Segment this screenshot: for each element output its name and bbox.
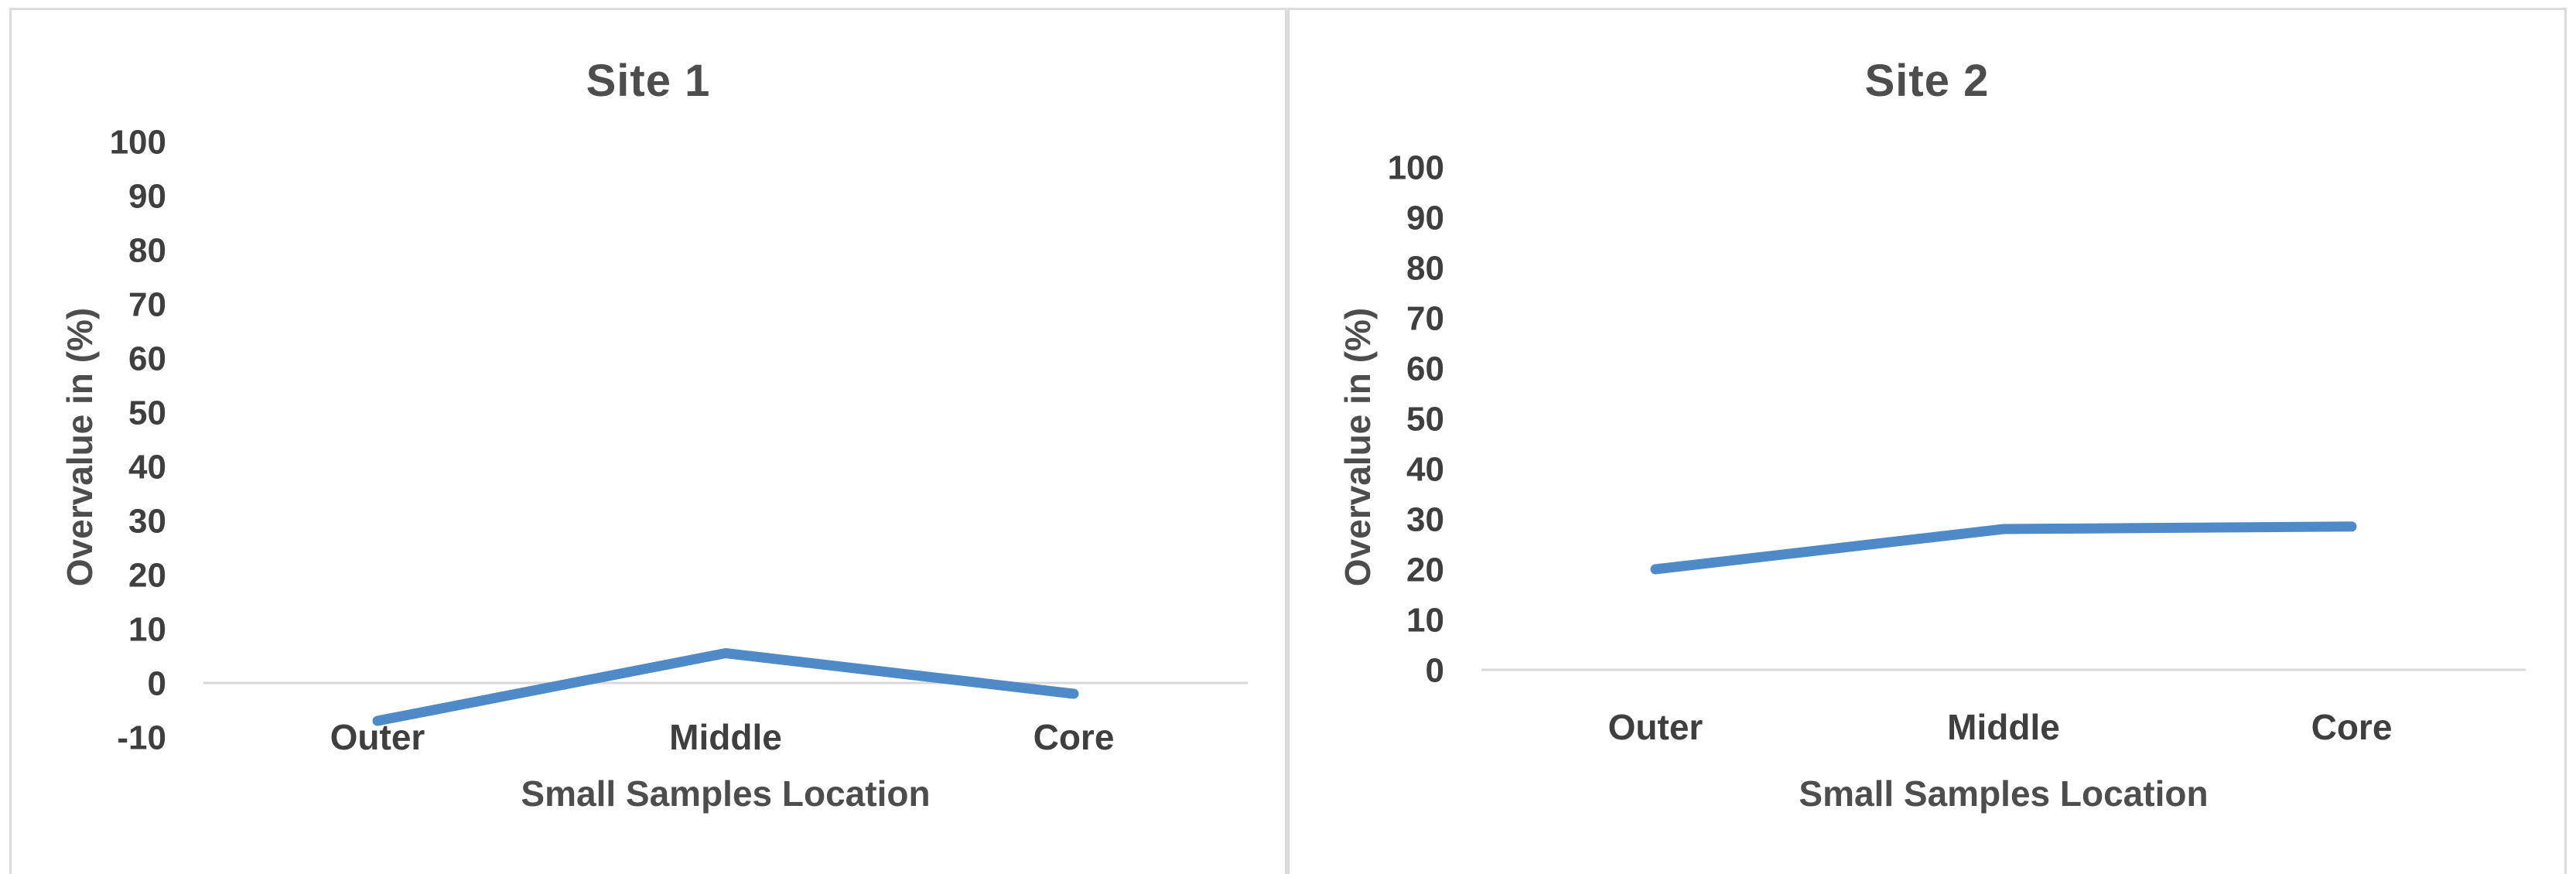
y-axis-tick-label: 30 — [128, 503, 166, 541]
site1-line-chart: -10 0 10 20 30 40 50 60 70 80 90 100 Outer Middle Core — [110, 124, 1248, 757]
category-label: Outer — [1608, 707, 1703, 747]
x-axis-title: Small Samples Location — [1799, 773, 2209, 814]
y-axis-tick-label: 90 — [1406, 200, 1444, 237]
category-label: Core — [1033, 717, 1115, 757]
category-label: Middle — [1947, 707, 2060, 747]
category-label: Core — [2311, 707, 2393, 747]
y-axis-tick-label: 0 — [148, 665, 166, 703]
data-series-line — [1650, 521, 2357, 575]
y-axis-tick-label: 60 — [1406, 350, 1444, 388]
y-axis-tick-label: 50 — [128, 394, 166, 432]
data-series-line — [372, 648, 1079, 726]
y-axis-tick-label: 70 — [1406, 300, 1444, 338]
y-axis-tick-label: -10 — [117, 719, 166, 757]
y-axis-tick-label: 90 — [128, 178, 166, 216]
y-axis-tick-label: 60 — [128, 340, 166, 378]
category-label: Middle — [669, 717, 782, 757]
y-axis-tick-label: 20 — [1406, 551, 1444, 589]
chart-title: Site 2 — [1864, 56, 1990, 106]
y-axis-tick-label: 10 — [128, 611, 166, 649]
y-axis-tick-label: 50 — [1406, 401, 1444, 439]
y-axis-tick-label: 70 — [128, 286, 166, 324]
y-axis-tick-label: 20 — [128, 557, 166, 595]
y-axis-tick-label: 80 — [128, 232, 166, 270]
y-axis-tick-label: 100 — [1388, 149, 1444, 187]
y-axis-tick-label: 100 — [110, 124, 166, 162]
y-axis-tick-label: 40 — [1406, 451, 1444, 489]
chart-title: Site 1 — [586, 56, 711, 106]
y-axis-tick-label: 40 — [128, 449, 166, 487]
y-axis-tick-label: 30 — [1406, 501, 1444, 539]
category-label: Outer — [330, 717, 425, 757]
site2-chart-panel: Site 2 Overvalue in (%) 0 10 20 30 40 50 60 70 8… — [1287, 8, 2567, 874]
x-axis-title: Small Samples Location — [521, 773, 931, 814]
y-axis-tick-label: 80 — [1406, 250, 1444, 288]
y-axis-tick-label: 0 — [1426, 652, 1444, 690]
site1-chart-panel: Site 1 Overvalue in (%) -10 0 10 20 30 40 50 60… — [9, 8, 1287, 874]
y-axis-tick-label: 10 — [1406, 602, 1444, 640]
site2-line-chart: 0 10 20 30 40 50 60 70 80 90 100 Outer Middle Core — [1388, 149, 2526, 747]
